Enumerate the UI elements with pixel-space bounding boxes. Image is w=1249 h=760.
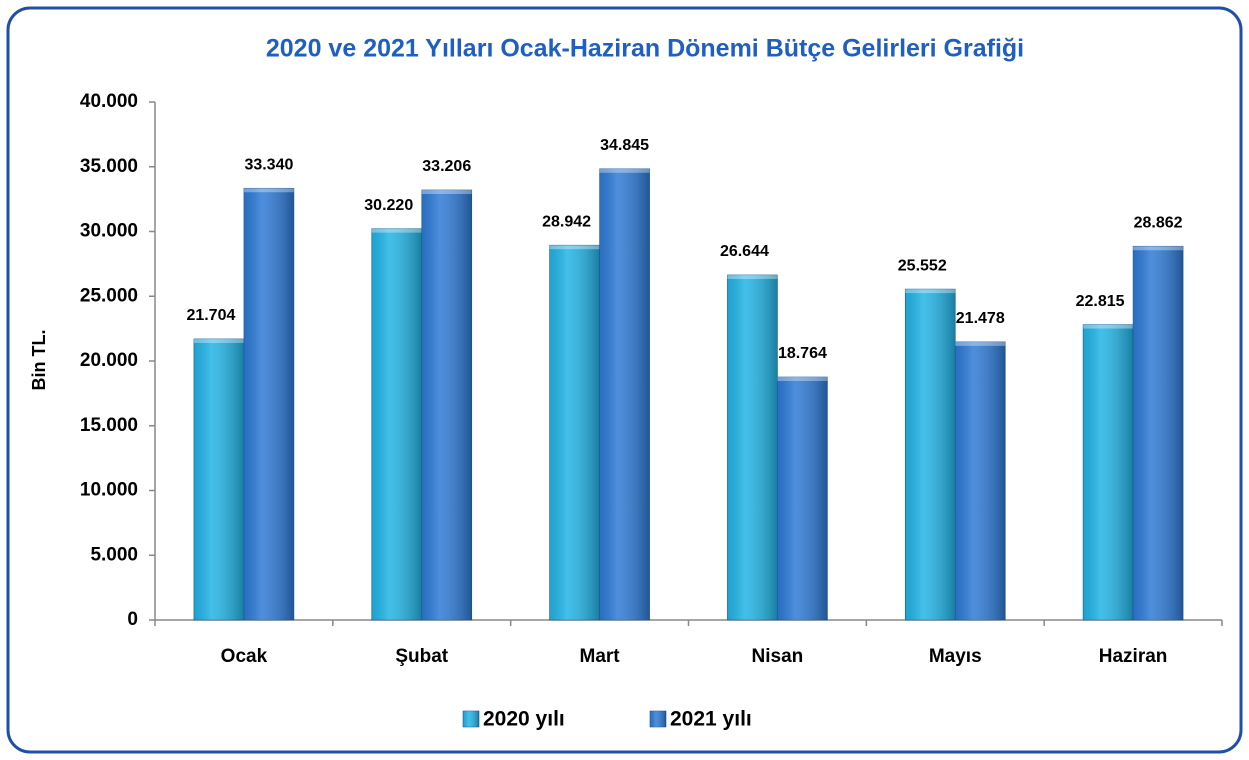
y-tick-label: 30.000 (80, 221, 138, 242)
y-tick-label: 15.000 (80, 415, 138, 436)
x-tick-label: Ocak (221, 646, 268, 667)
bar-shade (955, 341, 1006, 620)
bar-cap (1083, 324, 1134, 329)
value-label: 33.340 (244, 156, 293, 173)
legend-swatch-shade (650, 711, 666, 727)
bar-cap (599, 168, 650, 173)
bar-shade (905, 289, 956, 620)
y-tick-label: 40.000 (80, 91, 138, 112)
bar-cap (243, 188, 294, 193)
value-label: 26.644 (720, 243, 769, 260)
y-axis-label: Bin TL. (29, 330, 49, 391)
value-label: 30.220 (364, 197, 413, 214)
value-label: 34.845 (600, 137, 649, 154)
x-tick-label: Haziran (1099, 646, 1168, 667)
bar-shade (371, 228, 422, 620)
bar-cap (193, 338, 244, 343)
y-tick-label: 20.000 (80, 350, 138, 371)
bar-cap (549, 245, 600, 250)
value-label: 21.478 (956, 310, 1005, 327)
bar-shade (421, 189, 472, 620)
x-tick-label: Şubat (395, 646, 448, 667)
bar-shade (599, 168, 650, 620)
legend-swatch-shade (463, 711, 479, 727)
bar-shade (1133, 246, 1184, 620)
value-label: 22.815 (1076, 293, 1125, 310)
bar-cap (421, 189, 472, 194)
x-tick-label: Mayıs (929, 646, 982, 667)
x-tick-label: Nisan (752, 646, 804, 667)
chart-title: 2020 ve 2021 Yılları Ocak-Haziran Dönemi… (266, 35, 1024, 63)
bar-shade (549, 245, 600, 620)
legend-label: 2020 yılı (483, 708, 565, 731)
value-label: 33.206 (422, 158, 471, 175)
value-label: 28.862 (1134, 214, 1183, 231)
legend-label: 2021 yılı (670, 708, 752, 731)
bar-shade (193, 338, 244, 620)
bar-cap (955, 341, 1006, 346)
bar-shade (777, 377, 828, 620)
bar-shade (243, 188, 294, 620)
value-label: 25.552 (898, 257, 947, 274)
y-tick-label: 35.000 (80, 156, 138, 177)
y-tick-label: 10.000 (80, 480, 138, 501)
value-label: 28.942 (542, 213, 591, 230)
y-tick-label: 5.000 (90, 544, 138, 565)
bar-cap (1133, 246, 1184, 251)
bar-cap (905, 289, 956, 294)
value-label: 18.764 (778, 345, 827, 362)
value-label: 21.704 (186, 307, 235, 324)
bar-cap (777, 377, 828, 382)
bar-shade (1083, 324, 1134, 620)
bar-cap (727, 274, 778, 279)
bar-cap (371, 228, 422, 233)
x-tick-label: Mart (580, 646, 621, 667)
bar-shade (727, 274, 778, 620)
y-tick-label: 25.000 (80, 285, 138, 306)
y-tick-label: 0 (127, 609, 138, 630)
